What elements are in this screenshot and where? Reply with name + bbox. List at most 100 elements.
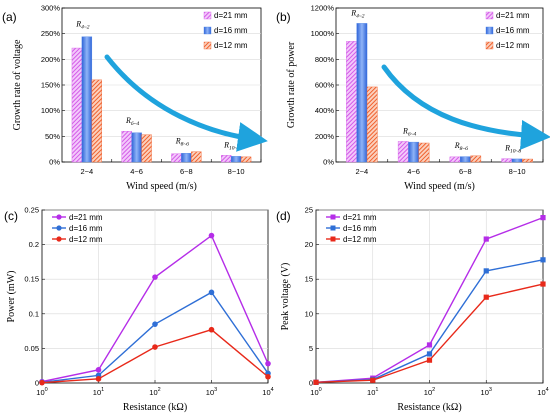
y-tick-label: 0.2 xyxy=(29,240,39,249)
y-tick-label: 20 xyxy=(305,240,313,249)
y-tick-label: 150% xyxy=(41,81,61,90)
bar xyxy=(408,141,420,163)
x-tick-label: 103 xyxy=(481,387,492,397)
x-tick-label: 100 xyxy=(36,387,47,397)
data-point xyxy=(370,377,376,383)
bar xyxy=(418,142,430,163)
y-axis-label: Peak voltage (V) xyxy=(280,263,291,331)
x-tick-label: 4~6 xyxy=(407,167,420,176)
data-point xyxy=(152,274,158,280)
bar xyxy=(449,156,461,163)
y-tick-label: 250% xyxy=(41,29,61,38)
bar xyxy=(511,158,523,163)
bar xyxy=(220,155,232,163)
panel-label: (d) xyxy=(276,209,291,223)
data-point xyxy=(95,367,102,373)
bar-annotation: R6~4 xyxy=(125,116,140,127)
y-tick-label: 0.25 xyxy=(24,206,39,215)
legend-marker xyxy=(330,214,336,220)
x-tick-label: 8~10 xyxy=(509,167,526,176)
x-tick-label: 2~4 xyxy=(356,167,369,176)
x-tick-label: 8~10 xyxy=(228,167,245,176)
bar xyxy=(141,134,152,163)
chart-panel-d: (d) 0 5 10 15 20 25 100 101 102 103 104 d=21 mm d=16 … xyxy=(276,206,549,414)
y-tick-label: 10 xyxy=(305,309,313,318)
y-tick-label: 800% xyxy=(315,55,335,64)
legend-swatch xyxy=(485,11,494,20)
data-point xyxy=(313,379,319,385)
y-tick-label: 50% xyxy=(45,132,60,141)
legend-label: d=12 mm xyxy=(214,41,248,50)
bar xyxy=(346,41,357,163)
data-point xyxy=(426,357,433,363)
y-tick-label: 0 xyxy=(309,379,313,388)
bar xyxy=(501,158,513,163)
bar xyxy=(181,153,192,163)
y-tick-label: 100% xyxy=(41,106,61,115)
legend-swatch xyxy=(485,26,494,35)
bar-annotation: R8~6 xyxy=(454,141,469,152)
trend-arrow xyxy=(381,64,550,150)
data-point xyxy=(540,281,546,287)
bar xyxy=(81,36,93,163)
y-tick-label: 1200% xyxy=(311,4,335,13)
legend-marker xyxy=(56,236,62,242)
y-axis-label: Growth rate of power xyxy=(286,41,297,128)
bar xyxy=(356,23,368,163)
y-axis-label: Power (mW) xyxy=(6,271,17,323)
y-tick-label: 300% xyxy=(41,4,61,13)
chart-panel-b: (b) 0% 200% 400% 600% 800% 1000% 1200% 2~4 R4~2 4~… xyxy=(276,4,550,192)
legend-label: d=16 mm xyxy=(343,224,377,233)
panel-label: (c) xyxy=(4,209,18,223)
y-tick-label: 1000% xyxy=(311,29,335,38)
bar-annotation: R6~4 xyxy=(402,126,417,137)
x-axis-label: Resistance (kΩ) xyxy=(123,402,187,413)
x-axis-label: Wind speed (m/s) xyxy=(126,181,197,192)
bar-annotation: R10~8 xyxy=(504,144,521,155)
legend-marker xyxy=(330,236,336,242)
x-tick-label: 104 xyxy=(537,387,548,397)
chart-panel-c: (c) 0 0.05 0.1 0.15 0.2 0.25 100 101 102 103 104 d=2… xyxy=(4,206,274,414)
y-tick-label: 0.05 xyxy=(24,344,39,353)
bar xyxy=(230,156,242,163)
y-tick-label: 15 xyxy=(305,275,313,284)
y-tick-label: 200% xyxy=(41,55,61,64)
x-axis-label: Resistance (kΩ) xyxy=(397,402,461,413)
data-point xyxy=(152,344,158,350)
x-tick-label: 104 xyxy=(262,387,273,397)
bar-annotation: R10~8 xyxy=(223,140,240,151)
x-tick-label: 6~8 xyxy=(180,167,193,176)
legend-label: d=21 mm xyxy=(496,11,530,20)
bar-annotation: R4~2 xyxy=(350,8,365,19)
legend-swatch xyxy=(203,26,212,35)
x-tick-label: 102 xyxy=(424,387,435,397)
data-point xyxy=(540,215,546,221)
legend-marker xyxy=(56,214,62,220)
x-tick-label: 101 xyxy=(93,387,104,397)
data-point xyxy=(483,236,489,242)
legend-label: d=21 mm xyxy=(343,213,377,222)
data-point xyxy=(95,376,102,382)
legend-label: d=21 mm xyxy=(69,213,103,222)
data-point xyxy=(426,351,433,357)
y-axis-label: Growth rate of voltage xyxy=(12,39,23,130)
y-tick-label: 200% xyxy=(315,132,335,141)
data-point xyxy=(483,268,489,274)
y-tick-label: 5 xyxy=(309,344,313,353)
bar xyxy=(240,156,252,163)
y-tick-label: 25 xyxy=(305,206,313,215)
bar-annotation: R8~6 xyxy=(175,137,190,148)
y-tick-label: 400% xyxy=(315,106,335,115)
x-tick-label: 102 xyxy=(149,387,160,397)
y-tick-label: 0% xyxy=(49,158,60,167)
bar xyxy=(397,141,409,163)
x-tick-label: 101 xyxy=(367,387,378,397)
y-tick-label: 0% xyxy=(323,158,334,167)
data-point xyxy=(540,257,546,263)
panel-label: (a) xyxy=(2,10,17,24)
y-tick-label: 0.1 xyxy=(29,309,39,318)
panel-label: (b) xyxy=(276,10,291,24)
bar xyxy=(522,158,533,163)
x-tick-label: 103 xyxy=(206,387,217,397)
